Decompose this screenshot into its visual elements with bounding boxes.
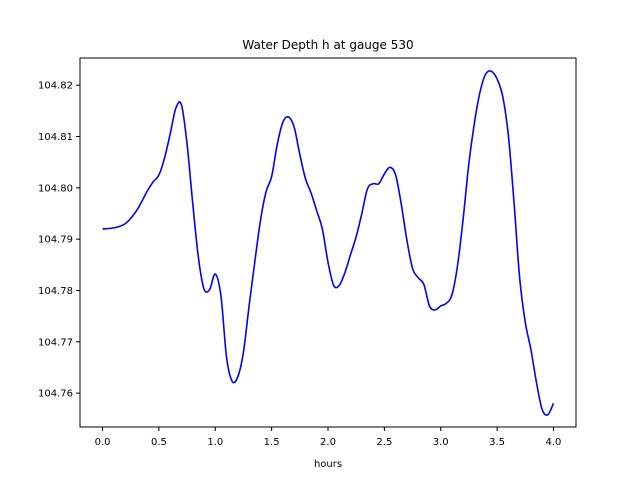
y-tick-label: 104.78 xyxy=(38,286,73,297)
series-line-0 xyxy=(102,70,555,416)
y-tick-label: 104.77 xyxy=(38,337,73,348)
chart-title: Water Depth h at gauge 530 xyxy=(242,38,413,52)
x-tick-label: 1.5 xyxy=(264,437,280,448)
plot-frame xyxy=(79,57,577,428)
x-tick-label: 2.0 xyxy=(320,437,336,448)
y-tick-label: 104.80 xyxy=(38,183,73,194)
x-tick-label: 4.0 xyxy=(546,437,562,448)
x-axis: 0.0 0.5 1.0 1.5 2.0 2.5 3.0 3.5 4.0 xyxy=(95,427,562,448)
x-tick-label: 3.5 xyxy=(489,437,505,448)
plot-layer xyxy=(102,70,555,416)
y-tick-label: 104.79 xyxy=(38,235,73,246)
y-tick-label: 104.82 xyxy=(38,81,73,92)
y-tick-label: 104.76 xyxy=(38,389,73,400)
x-tick-label: 3.0 xyxy=(433,437,449,448)
x-tick-label: 1.0 xyxy=(207,437,223,448)
x-axis-label: hours xyxy=(314,459,342,470)
y-tick-label: 104.81 xyxy=(38,132,73,143)
x-tick-label: 2.5 xyxy=(376,437,392,448)
y-axis: 104.76 104.77 104.78 104.79 104.80 104.81 104.… xyxy=(38,81,80,400)
x-tick-label: 0.5 xyxy=(151,437,167,448)
x-tick-label: 0.0 xyxy=(95,437,111,448)
